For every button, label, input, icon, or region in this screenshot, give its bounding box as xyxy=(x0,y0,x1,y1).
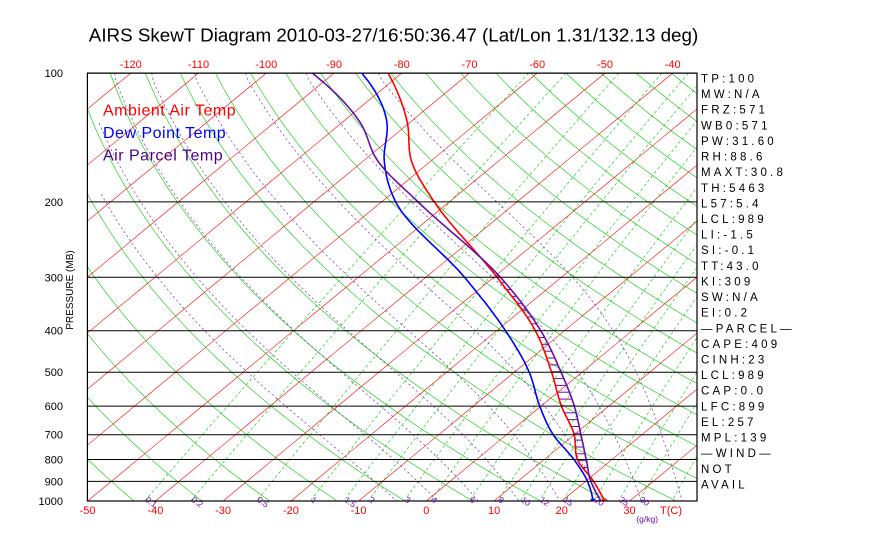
svg-text:900: 900 xyxy=(45,476,63,488)
svg-text:-50: -50 xyxy=(597,59,613,71)
svg-text:—WIND—: —WIND— xyxy=(701,448,774,460)
svg-text:PW:31.60: PW:31.60 xyxy=(701,136,777,148)
svg-text:KI:309: KI:309 xyxy=(701,276,753,288)
svg-text:WB0:571: WB0:571 xyxy=(701,120,771,132)
svg-text:Air Parcel Temp: Air Parcel Temp xyxy=(103,148,223,165)
svg-text:EI:0.2: EI:0.2 xyxy=(701,308,750,320)
svg-text:SI:-0.1: SI:-0.1 xyxy=(701,245,757,257)
svg-text:MPL:139: MPL:139 xyxy=(701,433,769,445)
svg-text:NOT: NOT xyxy=(701,464,735,476)
svg-text:LCL:989: LCL:989 xyxy=(701,370,767,382)
svg-text:MW:N/A: MW:N/A xyxy=(701,89,763,101)
svg-text:LI:-1.5: LI:-1.5 xyxy=(701,230,756,242)
svg-text:800: 800 xyxy=(45,455,63,467)
svg-text:0: 0 xyxy=(423,505,429,517)
svg-text:-60: -60 xyxy=(529,59,545,71)
svg-text:RH:88.6: RH:88.6 xyxy=(701,152,766,164)
svg-text:500: 500 xyxy=(45,367,63,379)
svg-text:20: 20 xyxy=(556,505,568,517)
svg-text:TT:43.0: TT:43.0 xyxy=(701,261,762,273)
svg-text:-90: -90 xyxy=(326,59,342,71)
svg-text:LCL:989: LCL:989 xyxy=(701,214,767,226)
svg-text:-70: -70 xyxy=(462,59,478,71)
svg-text:100: 100 xyxy=(45,68,63,80)
svg-text:-50: -50 xyxy=(80,505,96,517)
svg-text:-120: -120 xyxy=(120,59,142,71)
svg-text:—PARCEL—: —PARCEL— xyxy=(701,323,795,335)
svg-text:CAP:0.0: CAP:0.0 xyxy=(701,386,766,398)
svg-text:-100: -100 xyxy=(255,59,277,71)
svg-text:EL:257: EL:257 xyxy=(701,417,757,429)
svg-text:CINH:23: CINH:23 xyxy=(701,355,768,367)
svg-text:PRESSURE (MB): PRESSURE (MB) xyxy=(65,250,76,329)
svg-text:FRZ:571: FRZ:571 xyxy=(701,105,768,117)
svg-text:LFC:899: LFC:899 xyxy=(701,401,768,413)
svg-text:-40: -40 xyxy=(665,59,681,71)
svg-text:-80: -80 xyxy=(394,59,410,71)
svg-text:AIRS SkewT Diagram 2010-03-27/: AIRS SkewT Diagram 2010-03-27/16:50:36.4… xyxy=(89,25,698,46)
svg-text:600: 600 xyxy=(45,401,63,413)
svg-text:TP:100: TP:100 xyxy=(701,74,757,86)
svg-text:-20: -20 xyxy=(283,505,299,517)
svg-text:L57:5.4: L57:5.4 xyxy=(701,198,762,210)
svg-text:200: 200 xyxy=(45,197,63,209)
svg-text:1000: 1000 xyxy=(39,496,63,508)
svg-text:400: 400 xyxy=(45,326,63,338)
svg-text:-30: -30 xyxy=(215,505,231,517)
svg-text:Dew Point Temp: Dew Point Temp xyxy=(103,125,226,142)
svg-text:10: 10 xyxy=(488,505,500,517)
svg-text:Ambient Air Temp: Ambient Air Temp xyxy=(103,103,236,120)
svg-text:MAXT:30.8: MAXT:30.8 xyxy=(701,167,786,179)
svg-text:CAPE:409: CAPE:409 xyxy=(701,339,780,351)
svg-text:TH:5463: TH:5463 xyxy=(701,183,768,195)
svg-text:700: 700 xyxy=(45,430,63,442)
svg-text:SW:N/A: SW:N/A xyxy=(701,292,761,304)
svg-text:300: 300 xyxy=(45,272,63,284)
svg-text:-110: -110 xyxy=(188,59,209,71)
svg-text:(g/kg): (g/kg) xyxy=(636,514,658,524)
svg-text:AVAIL: AVAIL xyxy=(701,479,748,491)
svg-text:T(C): T(C) xyxy=(660,505,682,517)
